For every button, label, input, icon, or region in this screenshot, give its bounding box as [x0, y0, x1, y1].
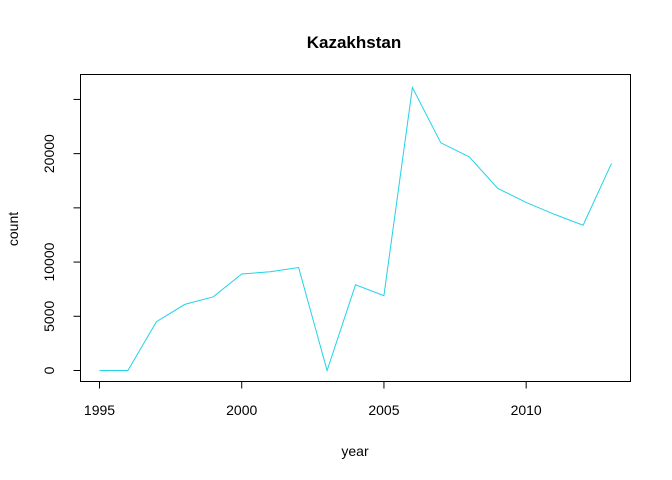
y-axis-label: count	[5, 212, 21, 246]
y-tick-label: 10000	[41, 242, 57, 281]
x-tick-label: 2010	[511, 402, 542, 418]
series-line	[99, 85, 612, 373]
y-tick-label: 5000	[41, 301, 57, 332]
y-tick-label: 0	[41, 366, 57, 374]
x-tick-label: 2000	[226, 402, 257, 418]
y-axis: 0 5000 10000 20000	[41, 98, 81, 374]
x-tick-label: 1995	[84, 402, 115, 418]
chart-title: Kazakhstan	[307, 33, 401, 52]
x-axis: 1995 2000 2005 2010	[84, 381, 542, 418]
x-tick-label: 2005	[368, 402, 399, 418]
x-axis-label: year	[341, 443, 369, 459]
y-tick-label: 20000	[41, 134, 57, 173]
plot-frame	[80, 74, 631, 382]
series-layer	[99, 85, 612, 373]
